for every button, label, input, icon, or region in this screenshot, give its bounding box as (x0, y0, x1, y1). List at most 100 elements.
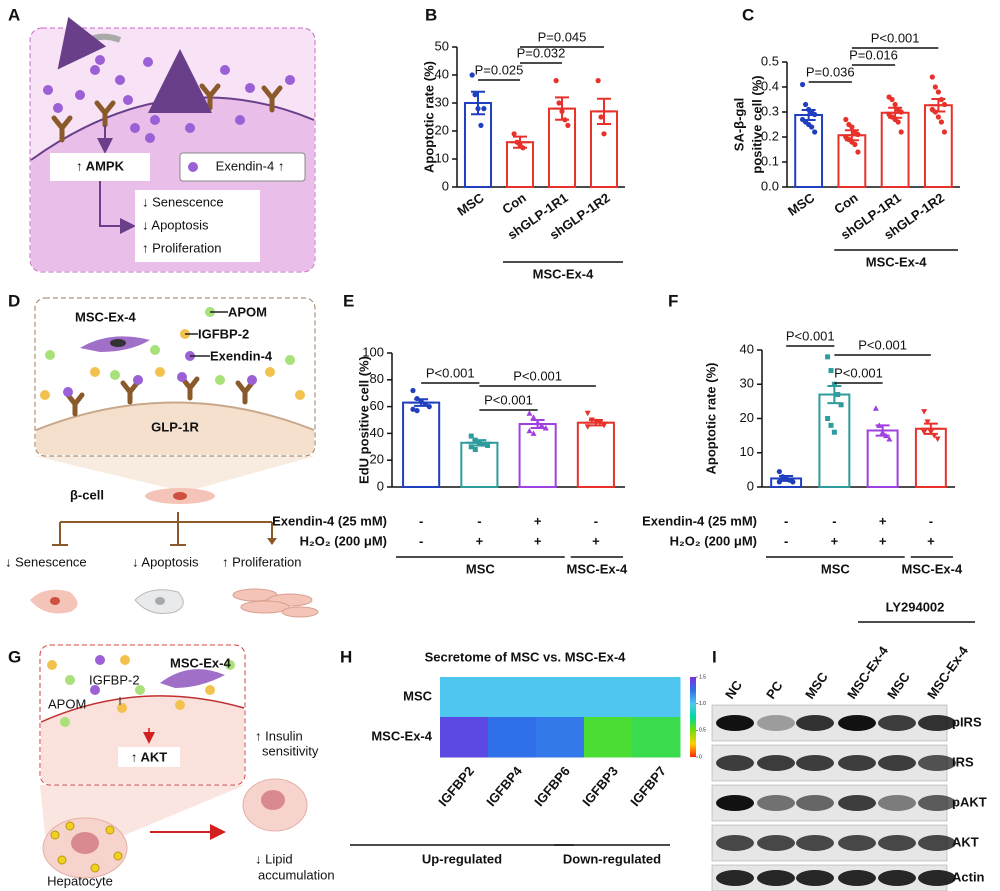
decoration (90, 367, 100, 377)
data-point (855, 131, 861, 138)
data-point (828, 422, 834, 428)
decoration (143, 57, 153, 67)
data-point (472, 437, 478, 443)
heatmap-cell (536, 717, 585, 758)
condition-sign: + (831, 533, 839, 548)
decoration (35, 401, 315, 431)
condition-sign: + (534, 533, 542, 548)
colorbar-tick-label: 1.0 (699, 701, 706, 707)
p-value: P=0.036 (806, 64, 855, 79)
y-tick-label: 40 (370, 425, 384, 440)
data-point (932, 84, 938, 90)
panel-letter: I (712, 647, 717, 666)
data-point (426, 404, 432, 410)
data-point (530, 414, 537, 420)
group-label: MSC-Ex-4 (567, 561, 628, 576)
decoration (99, 181, 136, 234)
lane-label: PC (763, 678, 786, 702)
decoration (47, 655, 215, 713)
condition-sign: + (927, 533, 935, 548)
decoration (285, 355, 295, 365)
error-bar (552, 96, 572, 121)
condition-sign: + (592, 533, 600, 548)
decoration (232, 588, 319, 618)
decoration (185, 123, 195, 133)
data-point (941, 101, 948, 108)
column-label: IGFBP6 (531, 763, 573, 809)
data-point (876, 422, 883, 428)
data-point (526, 427, 533, 434)
label: ↑ Proliferation (222, 554, 301, 569)
p-value: P=0.025 (475, 62, 524, 77)
decoration (133, 375, 143, 385)
y-axis-label: Apoptotic rate (%) (703, 363, 718, 475)
decoration (50, 821, 123, 873)
decoration (205, 685, 215, 695)
error-bar (594, 97, 614, 125)
panel-letter: D (8, 291, 20, 310)
data-point (414, 395, 420, 402)
condition-label: H₂O₂ (200 μM) (670, 533, 757, 548)
decoration (117, 703, 127, 713)
data-point (472, 446, 478, 452)
data-point (596, 420, 603, 426)
decoration (173, 492, 187, 500)
heatmap-cell (632, 717, 681, 758)
y-tick-label: 20 (370, 452, 384, 467)
decoration (135, 685, 145, 695)
decoration (41, 695, 244, 784)
decoration (40, 390, 50, 400)
chart-title: Secretome of MSC vs. MSC-Ex-4 (425, 649, 627, 664)
y-tick-label: 0.1 (761, 153, 779, 168)
label: ↑ Insulin (255, 728, 303, 743)
data-point (921, 429, 928, 436)
y-tick-label: 20 (435, 122, 449, 137)
panel-letter: A (8, 5, 20, 24)
condition-sign: - (784, 533, 788, 548)
blot-band (918, 835, 956, 851)
condition-sign: - (419, 533, 423, 548)
decoration (90, 863, 100, 873)
data-point (889, 96, 895, 103)
label: MSC-Ex-4 (170, 655, 231, 670)
decoration (225, 660, 235, 670)
decoration (60, 660, 235, 727)
data-point (924, 419, 931, 425)
data-point (562, 117, 568, 123)
label: ↓ Senescence (5, 554, 87, 569)
data-point (879, 429, 886, 435)
condition-sign: - (419, 513, 423, 528)
condition-label: Exendin-4 (25 mM) (642, 513, 757, 528)
blot-band (838, 795, 876, 811)
data-point (927, 429, 934, 436)
blot-band (716, 870, 754, 886)
column-label: IGFBP4 (483, 763, 525, 809)
decoration (50, 153, 150, 181)
y-axis-label: SA-β-gal (731, 98, 746, 151)
decoration (57, 855, 67, 865)
decoration (71, 832, 99, 854)
decoration (160, 669, 225, 688)
group-label: MSC (821, 561, 851, 576)
data-point (855, 149, 861, 155)
colorbar-tick-label: 0.5 (699, 728, 706, 734)
decoration (150, 115, 160, 125)
y-tick-label: 60 (370, 398, 384, 413)
decoration (60, 717, 70, 727)
heatmap-cell (440, 677, 489, 718)
y-tick-label: 0.4 (761, 78, 779, 93)
data-point (790, 479, 796, 485)
decoration (120, 655, 130, 665)
bar (866, 429, 899, 488)
label: β-cell (70, 487, 104, 502)
error-bar (799, 109, 819, 121)
decoration (63, 387, 73, 397)
decoration (180, 376, 200, 401)
p-value: P=0.045 (538, 29, 587, 44)
data-point (898, 129, 904, 135)
data-point (418, 398, 424, 404)
decoration (123, 95, 133, 105)
panel-d: D MSC-Ex-4 APOM IGFBP-2 Exendin-4 GLP-1R… (5, 291, 319, 618)
lane-label: MSC (884, 669, 913, 702)
